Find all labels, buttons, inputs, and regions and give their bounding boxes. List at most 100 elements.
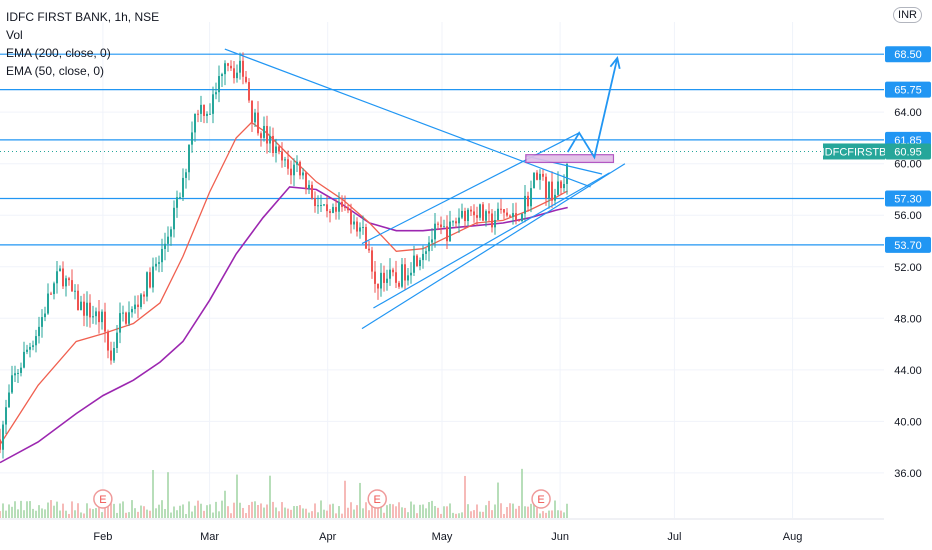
volume-bar (344, 480, 346, 518)
candle-body (410, 272, 412, 276)
candle-body (47, 293, 49, 314)
volume-bar (32, 508, 34, 518)
volume-bar (431, 500, 433, 518)
volume-bar (38, 505, 40, 518)
volume-bar (470, 511, 472, 518)
volume-bar (185, 513, 187, 518)
volume-bar (5, 510, 7, 518)
candle-body (185, 172, 187, 178)
volume-bar (134, 508, 136, 518)
volume-bar (500, 503, 502, 518)
volume-bar (227, 506, 229, 518)
time-axis[interactable]: Feb Mar Apr May Jun Jul Aug (0, 518, 884, 543)
volume-bar (83, 513, 85, 518)
volume-bar (50, 500, 52, 518)
candle-body (236, 72, 238, 79)
volume-bar (497, 482, 499, 518)
candle-body (293, 164, 295, 176)
legend-volume[interactable]: Vol (6, 28, 23, 42)
volume-bar (440, 513, 442, 518)
candle-body (176, 197, 178, 208)
y-tick-label: 60.00 (894, 159, 922, 171)
candle-body (74, 290, 76, 292)
volume-bar (473, 510, 475, 518)
candle-body (182, 177, 184, 198)
candle-body (425, 251, 427, 254)
volume-bar (53, 505, 55, 518)
symbol-title[interactable]: IDFC FIRST BANK, 1h, NSE (6, 10, 160, 24)
projection-arrowhead (609, 56, 621, 69)
candle-body (278, 146, 280, 152)
volume-bar (332, 503, 334, 518)
candle-body (83, 301, 85, 316)
earnings-marker (93, 489, 113, 509)
candle-body (344, 206, 346, 208)
candle-body (401, 264, 403, 287)
candle-body (257, 112, 259, 134)
volume-bar (557, 510, 559, 518)
currency-badge[interactable]: INR (893, 7, 922, 23)
volume-bar (437, 507, 439, 518)
candle-body (416, 255, 418, 267)
candle-body (428, 242, 430, 252)
drawings[interactable] (224, 48, 626, 330)
volume-bar (413, 504, 415, 518)
earnings-marker (531, 489, 551, 509)
candle-body (239, 60, 241, 73)
candle-body (59, 268, 61, 272)
candle-body (32, 345, 34, 347)
volume-bar (176, 510, 178, 518)
x-tick-label: Jul (667, 531, 681, 543)
volume-bar (416, 513, 418, 518)
volume-bar (239, 502, 241, 518)
candle-body (17, 372, 19, 374)
candle-body (542, 173, 544, 177)
candle-body (5, 407, 7, 425)
volume-bar (443, 506, 445, 518)
candle-body (437, 223, 439, 225)
candle-body (509, 215, 511, 217)
candle-body (20, 367, 22, 373)
candle-body (80, 301, 82, 311)
candle-body (245, 76, 247, 83)
legend-ema50[interactable]: EMA (50, close, 0) (6, 64, 105, 78)
candle-body (443, 226, 445, 228)
candle-body (473, 211, 475, 216)
volume-bar (362, 508, 364, 518)
volume-bar (281, 502, 283, 518)
candle-body (137, 304, 139, 307)
volume-bar (536, 507, 538, 518)
y-tick-label: 36.00 (894, 468, 922, 480)
volume-bar (419, 504, 421, 518)
candle-body (209, 113, 211, 115)
price-axis[interactable]: 36.00 40.00 44.00 48.00 52.00 56.00 60.00 64.00 (894, 107, 922, 480)
trendline (361, 132, 580, 245)
volume-bar (491, 510, 493, 518)
candle-body (482, 204, 484, 221)
volume-bar (560, 510, 562, 518)
volume-bar (41, 508, 43, 518)
volume-bar (326, 510, 328, 518)
volume-bar (509, 503, 511, 518)
candle-body (371, 250, 373, 272)
volume-bar (530, 503, 532, 518)
volume-bar (386, 505, 388, 518)
candle-body (122, 312, 124, 314)
volume-bar (188, 501, 190, 518)
candle-body (281, 151, 283, 161)
volume-bar (341, 513, 343, 518)
volume-bar (482, 511, 484, 518)
volume-bar (107, 506, 109, 518)
volume-bar (86, 503, 88, 518)
candle-body (68, 278, 70, 281)
candle-body (107, 331, 109, 351)
candle-body (566, 163, 568, 184)
volume-bar (263, 507, 265, 518)
volume-bar (242, 507, 244, 518)
candle-body (383, 272, 385, 283)
legend-ema200[interactable]: EMA (200, close, 0) (6, 46, 111, 60)
